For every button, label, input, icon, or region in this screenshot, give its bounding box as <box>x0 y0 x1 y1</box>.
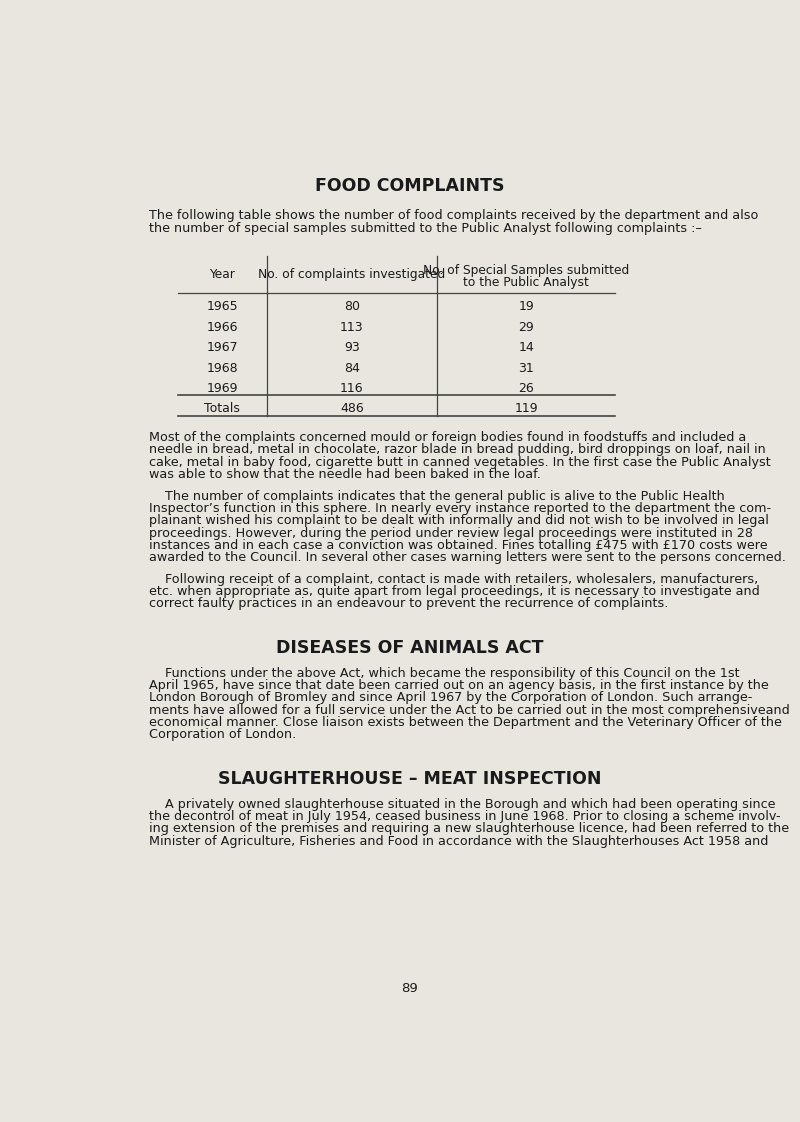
Text: 19: 19 <box>518 301 534 313</box>
Text: 1969: 1969 <box>206 381 238 395</box>
Text: 31: 31 <box>518 361 534 375</box>
Text: etc. when appropriate as, quite apart from legal proceedings, it is necessary to: etc. when appropriate as, quite apart fr… <box>149 585 759 598</box>
Text: SLAUGHTERHOUSE – MEAT INSPECTION: SLAUGHTERHOUSE – MEAT INSPECTION <box>218 770 602 788</box>
Text: 26: 26 <box>518 381 534 395</box>
Text: 29: 29 <box>518 321 534 333</box>
Text: cake, metal in baby food, cigarette butt in canned vegetables. In the first case: cake, metal in baby food, cigarette butt… <box>149 456 770 469</box>
Text: awarded to the Council. In several other cases warning letters were sent to the : awarded to the Council. In several other… <box>149 551 786 564</box>
Text: Year: Year <box>209 268 235 280</box>
Text: was able to show that the needle had been baked in the loaf.: was able to show that the needle had bee… <box>149 468 541 481</box>
Text: Minister of Agriculture, Fisheries and Food in accordance with the Slaughterhous: Minister of Agriculture, Fisheries and F… <box>149 835 768 847</box>
Text: instances and in each case a conviction was obtained. Fines totalling £475 with : instances and in each case a conviction … <box>149 539 767 552</box>
Text: 14: 14 <box>518 341 534 355</box>
Text: The number of complaints indicates that the general public is alive to the Publi: The number of complaints indicates that … <box>149 489 725 503</box>
Text: economical manner. Close liaison exists between the Department and the Veterinar: economical manner. Close liaison exists … <box>149 716 782 729</box>
Text: 119: 119 <box>514 403 538 415</box>
Text: No. of Special Samples submitted: No. of Special Samples submitted <box>423 264 630 277</box>
Text: No. of complaints investigated: No. of complaints investigated <box>258 268 446 280</box>
Text: ing extension of the premises and requiring a new slaughterhouse licence, had be: ing extension of the premises and requir… <box>149 822 789 835</box>
Text: 84: 84 <box>344 361 360 375</box>
Text: 1967: 1967 <box>206 341 238 355</box>
Text: to the Public Analyst: to the Public Analyst <box>463 276 589 288</box>
Text: the number of special samples submitted to the Public Analyst following complain: the number of special samples submitted … <box>149 222 702 234</box>
Text: proceedings. However, during the period under review legal proceedings were inst: proceedings. However, during the period … <box>149 526 753 540</box>
Text: April 1965, have since that date been carried out on an agency basis, in the fir: April 1965, have since that date been ca… <box>149 679 769 692</box>
Text: 93: 93 <box>344 341 360 355</box>
Text: 1968: 1968 <box>206 361 238 375</box>
Text: The following table shows the number of food complaints received by the departme: The following table shows the number of … <box>149 210 758 222</box>
Text: 89: 89 <box>402 982 418 994</box>
Text: London Borough of Bromley and since April 1967 by the Corporation of London. Suc: London Borough of Bromley and since Apri… <box>149 691 752 705</box>
Text: FOOD COMPLAINTS: FOOD COMPLAINTS <box>315 177 505 195</box>
Text: Functions under the above Act, which became the responsibility of this Council o: Functions under the above Act, which bec… <box>149 666 739 680</box>
Text: Following receipt of a complaint, contact is made with retailers, wholesalers, m: Following receipt of a complaint, contac… <box>149 572 758 586</box>
Text: needle in bread, metal in chocolate, razor blade in bread pudding, bird dropping: needle in bread, metal in chocolate, raz… <box>149 443 766 457</box>
Text: 80: 80 <box>344 301 360 313</box>
Text: plainant wished his complaint to be dealt with informally and did not wish to be: plainant wished his complaint to be deal… <box>149 514 769 527</box>
Text: correct faulty practices in an endeavour to prevent the recurrence of complaints: correct faulty practices in an endeavour… <box>149 597 668 610</box>
Text: Inspector’s function in this sphere. In nearly every instance reported to the de: Inspector’s function in this sphere. In … <box>149 502 771 515</box>
Text: Most of the complaints concerned mould or foreign bodies found in foodstuffs and: Most of the complaints concerned mould o… <box>149 431 746 444</box>
Text: 113: 113 <box>340 321 364 333</box>
Text: 116: 116 <box>340 381 364 395</box>
Text: 1966: 1966 <box>206 321 238 333</box>
Text: the decontrol of meat in July 1954, ceased business in June 1968. Prior to closi: the decontrol of meat in July 1954, ceas… <box>149 810 781 822</box>
Text: A privately owned slaughterhouse situated in the Borough and which had been oper: A privately owned slaughterhouse situate… <box>149 798 775 810</box>
Text: DISEASES OF ANIMALS ACT: DISEASES OF ANIMALS ACT <box>276 640 544 657</box>
Text: 1965: 1965 <box>206 301 238 313</box>
Text: Corporation of London.: Corporation of London. <box>149 728 296 742</box>
Text: Totals: Totals <box>204 403 240 415</box>
Text: ments have allowed for a full service under the Act to be carried out in the mos: ments have allowed for a full service un… <box>149 703 790 717</box>
Text: 486: 486 <box>340 403 364 415</box>
